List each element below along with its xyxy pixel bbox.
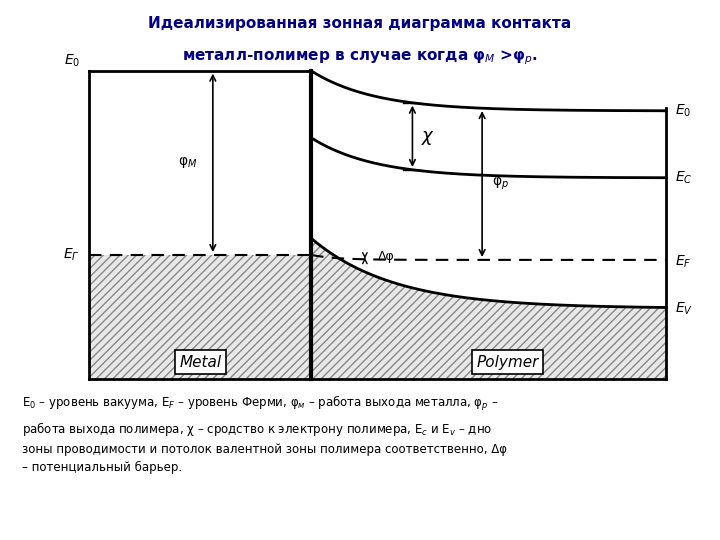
Text: $E_V$: $E_V$ bbox=[675, 300, 693, 316]
Bar bbox=[89, 255, 311, 379]
Text: $E_0$: $E_0$ bbox=[63, 53, 80, 69]
Text: φ$_р$: φ$_р$ bbox=[492, 176, 508, 192]
Text: φ$_М$: φ$_М$ bbox=[178, 156, 197, 170]
Text: Metal: Metal bbox=[179, 355, 221, 369]
Text: $E_Г$: $E_Г$ bbox=[63, 247, 80, 263]
Text: χ: χ bbox=[422, 127, 433, 145]
Text: Δφ: Δφ bbox=[377, 250, 395, 264]
Text: Идеализированная зонная диаграмма контакта: Идеализированная зонная диаграмма контак… bbox=[148, 16, 572, 31]
Text: металл-полимер в случае когда φ$_М$ >φ$_р$.: металл-полимер в случае когда φ$_М$ >φ$_… bbox=[182, 49, 538, 67]
Text: E$_0$ – уровень вакуума, E$_F$ – уровень Ферми, φ$_м$ – работа выхода металла, φ: E$_0$ – уровень вакуума, E$_F$ – уровень… bbox=[22, 394, 506, 474]
Bar bbox=[89, 255, 311, 379]
Text: $E_F$: $E_F$ bbox=[675, 253, 692, 270]
Text: $E_C$: $E_C$ bbox=[675, 170, 693, 186]
Text: $E_0$: $E_0$ bbox=[675, 103, 692, 119]
Polygon shape bbox=[311, 238, 666, 379]
Text: Polymer: Polymer bbox=[476, 355, 539, 369]
